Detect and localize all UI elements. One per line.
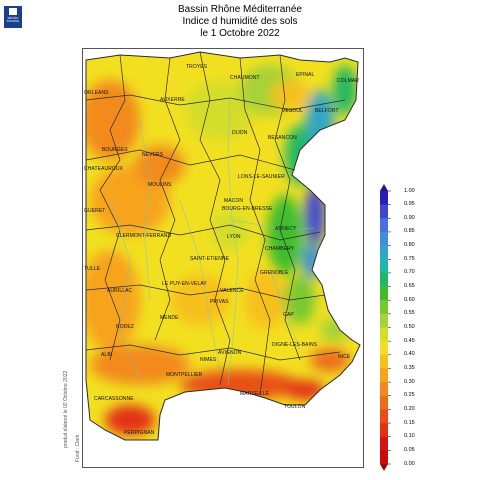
city-label: ANNECY: [275, 226, 297, 232]
legend-tick-label: 0.90: [404, 214, 415, 221]
city-label: LYON: [227, 234, 241, 240]
legend-band: [380, 409, 388, 424]
city-label: TOULON: [284, 404, 306, 410]
city-label: GAP: [283, 312, 294, 318]
legend-tick-label: 0.95: [404, 201, 415, 208]
legend-tick-label: 0.05: [404, 446, 415, 453]
city-label: VALENCE: [220, 288, 244, 294]
city-label: GUERET: [84, 208, 106, 214]
city-label: MACON: [224, 198, 244, 204]
legend-tick-label: 0.15: [404, 419, 415, 426]
legend-band: [380, 341, 388, 356]
city-label: EPINAL: [296, 72, 315, 78]
city-label: TROYES: [186, 64, 208, 70]
legend-band: [380, 191, 388, 205]
city-label: BELFORT: [315, 108, 339, 114]
legend-tick-label: 0.50: [404, 324, 415, 330]
legend-arrow-down-icon: [380, 464, 388, 471]
city-label: LONS-LE-SAUNIER: [238, 174, 285, 180]
legend-tick-label: 0.55: [404, 310, 415, 317]
legend-band: [380, 382, 388, 397]
city-label: CARCASSONNE: [94, 396, 134, 402]
legend-band: [380, 450, 388, 465]
title-line-2: Indice d humidité des sols: [182, 16, 298, 27]
legend-arrow-up-icon: [380, 184, 388, 191]
city-label: AVIGNON: [218, 350, 242, 356]
legend-tick-label: 0.85: [404, 228, 415, 235]
city-label: PRIVAS: [210, 299, 229, 305]
title-line-1: Bassin Rhône Méditerranée: [178, 4, 302, 15]
legend-tick-label: 0.30: [404, 378, 415, 385]
legend-band: [380, 231, 388, 246]
legend-band: [380, 204, 388, 219]
legend-band: [380, 245, 388, 260]
legend-tick-label: 0.65: [404, 283, 415, 290]
map-title: Bassin Rhône Méditerranée Indice d humid…: [120, 4, 360, 40]
legend-tick-label: 0.70: [404, 269, 415, 276]
legend-band: [380, 423, 388, 437]
legend-band: [380, 354, 388, 369]
legend-band: [380, 395, 388, 410]
legend-tick-label: 0.75: [404, 255, 415, 262]
legend-tick-label: 0.10: [404, 433, 415, 440]
city-label: SAINT-ETIENNE: [190, 256, 230, 262]
legend-tick-label: 0.20: [404, 405, 415, 412]
city-label: CHAMBERY: [265, 246, 295, 252]
logo-text: MÉTÉO FRANCE: [6, 16, 20, 24]
legend-band: [380, 286, 388, 301]
city-label: BOURG-EN-BRESSE: [222, 206, 273, 212]
legend-tick-label: 0.80: [404, 242, 415, 249]
legend-tick-label: 0.45: [404, 337, 415, 344]
city-label: CHAUMONT: [230, 75, 260, 81]
legend-band: [380, 436, 388, 451]
legend-tick-label: 0.00: [404, 460, 415, 467]
legend-tick-label: 0.35: [404, 364, 415, 371]
legend-band: [380, 259, 388, 274]
city-label: BESANCON: [268, 135, 297, 141]
city-label: ORLEANS: [84, 90, 109, 96]
legend-tick-label: 0.60: [404, 296, 415, 303]
legend-tick-label: 0.40: [404, 351, 415, 358]
city-label: CLERMONT-FERRAND: [116, 233, 172, 239]
legend-band: [380, 300, 388, 315]
legend-tick-label: 0.25: [404, 392, 415, 399]
city-label: MENDE: [160, 315, 179, 321]
title-line-3: le 1 Octobre 2022: [200, 28, 280, 39]
legend-tick-label: 1.00: [404, 187, 415, 194]
city-label: MOULINS: [148, 182, 172, 188]
city-label: ALBI: [101, 352, 113, 358]
city-label: AURILLAC: [107, 288, 133, 294]
city-label: NIMES: [200, 357, 217, 363]
city-label: GRENOBLE: [260, 270, 289, 276]
city-label: BOURGES: [102, 147, 128, 153]
city-label: LE PUY-EN-VELAY: [162, 281, 207, 287]
city-label: TULLE: [84, 266, 101, 272]
city-label: MARSEILLE: [240, 391, 269, 397]
city-label: MONTPELLIER: [166, 372, 203, 378]
city-label: RODEZ: [116, 324, 134, 330]
city-label: PERPIGNAN: [124, 430, 155, 436]
rivers: [109, 99, 316, 386]
city-label: COLMAR: [337, 78, 359, 84]
city-label: DIJON: [232, 130, 248, 136]
legend-band: [380, 313, 388, 328]
legend-band: [380, 218, 388, 233]
logo-mark-icon: [9, 8, 17, 15]
legend-band: [380, 272, 388, 287]
legend-band: [380, 327, 388, 342]
city-label: NICE: [338, 354, 351, 360]
city-label: CHATEAUROUX: [84, 166, 124, 172]
city-label: NEVERS: [142, 152, 164, 158]
city-label: AUXERRE: [160, 97, 185, 103]
meteo-france-logo: MÉTÉO FRANCE: [4, 6, 22, 28]
department-borders: [85, 51, 361, 441]
legend-band: [380, 368, 388, 383]
city-label: VESOUL: [282, 108, 303, 114]
city-label: DIGNE-LES-BAINS: [272, 342, 318, 348]
